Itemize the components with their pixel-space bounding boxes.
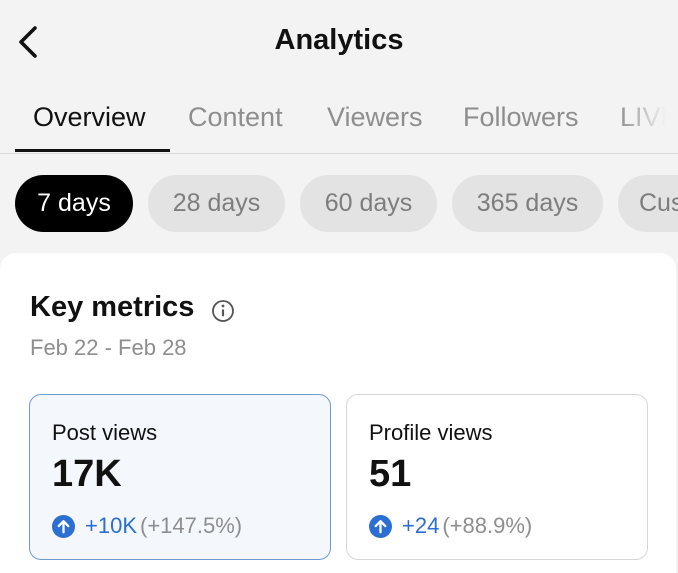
metric-change: +10K (+147.5%) bbox=[52, 513, 242, 539]
metric-delta: +24 bbox=[402, 513, 440, 538]
chip-28-days[interactable]: 28 days bbox=[148, 175, 285, 232]
info-circle-icon[interactable] bbox=[211, 299, 235, 323]
metric-percent: (+88.9%) bbox=[442, 513, 533, 538]
chip-365-days[interactable]: 365 days bbox=[452, 175, 603, 232]
key-metrics-title: Key metrics bbox=[30, 291, 195, 323]
metric-value: 17K bbox=[52, 453, 122, 495]
chevron-left-icon bbox=[19, 26, 37, 58]
active-tab-indicator bbox=[15, 149, 170, 152]
arrow-up-circle-icon bbox=[52, 514, 75, 538]
arrow-up-circle-icon bbox=[369, 514, 392, 538]
back-button[interactable] bbox=[10, 22, 46, 62]
metric-change: +24 (+88.9%) bbox=[369, 513, 532, 539]
metric-value: 51 bbox=[369, 453, 412, 495]
date-range-chips: 7 days 28 days 60 days 365 days Cus bbox=[0, 175, 678, 233]
metric-card-post-views[interactable]: Post views 17K +10K (+147.5%) bbox=[29, 394, 331, 560]
tab-bar: Overview Content Viewers Followers LIVE bbox=[0, 82, 678, 154]
date-range-label: Feb 22 - Feb 28 bbox=[30, 335, 187, 360]
page-title: Analytics bbox=[274, 24, 404, 56]
metric-card-profile-views[interactable]: Profile views 51 +24 (+88.9%) bbox=[346, 394, 648, 560]
tab-viewers[interactable]: Viewers bbox=[327, 102, 423, 132]
chip-custom[interactable]: Cus bbox=[618, 175, 678, 232]
tab-overview[interactable]: Overview bbox=[33, 102, 146, 132]
metric-percent: (+147.5%) bbox=[140, 513, 243, 538]
chip-7-days[interactable]: 7 days bbox=[15, 175, 133, 232]
metric-delta: +10K bbox=[85, 513, 137, 538]
chip-60-days[interactable]: 60 days bbox=[300, 175, 437, 232]
tab-followers[interactable]: Followers bbox=[463, 102, 579, 132]
tab-content[interactable]: Content bbox=[188, 102, 283, 132]
metric-label: Profile views bbox=[369, 420, 493, 445]
key-metrics-card: Key metrics Feb 22 - Feb 28 Post views 1… bbox=[0, 253, 676, 573]
metric-label: Post views bbox=[52, 420, 158, 445]
tab-live[interactable]: LIVE bbox=[620, 102, 678, 132]
header: Analytics bbox=[0, 0, 678, 82]
